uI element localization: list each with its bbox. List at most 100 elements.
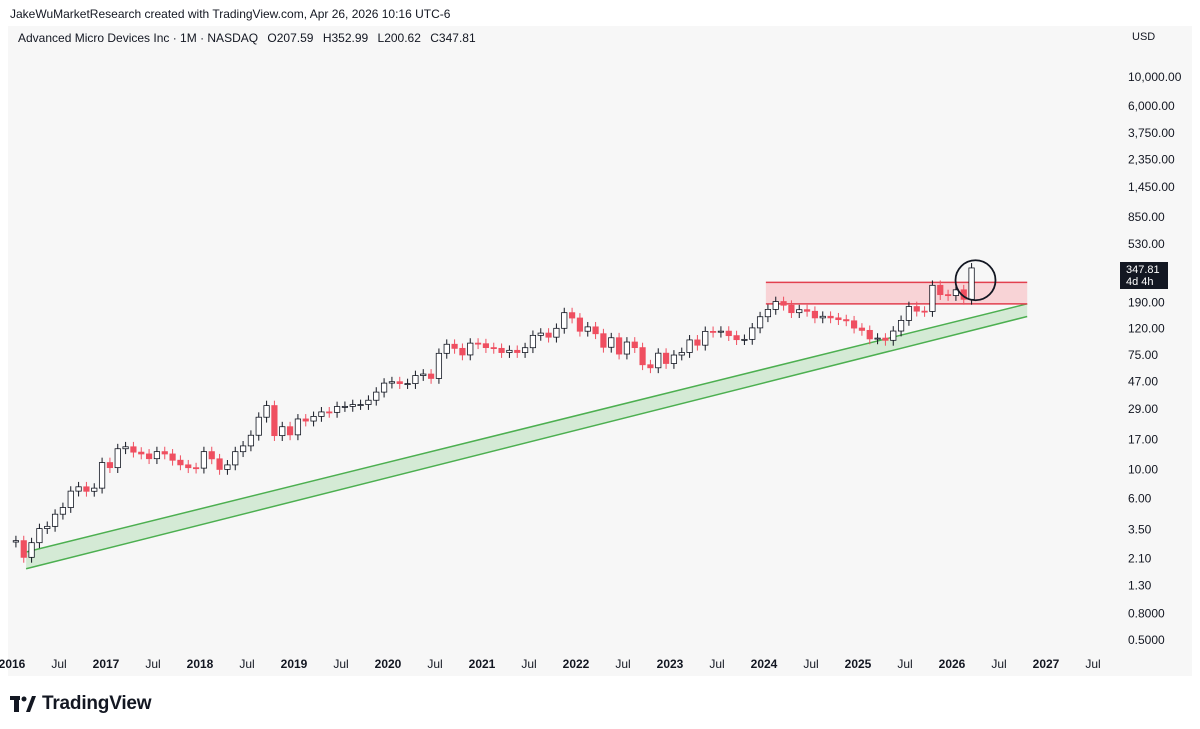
support-channel[interactable] bbox=[25, 303, 1028, 570]
candle bbox=[490, 342, 497, 354]
candle-body bbox=[28, 542, 35, 558]
candle bbox=[913, 301, 920, 317]
candle bbox=[459, 343, 466, 361]
candle-body bbox=[51, 513, 59, 527]
candle-body bbox=[435, 352, 443, 379]
price-tick-label: 0.8000 bbox=[1128, 606, 1165, 620]
candle bbox=[59, 502, 67, 520]
price-tick-label: 17.00 bbox=[1128, 433, 1158, 447]
symbol-name: Advanced Micro Devices Inc · 1M · NASDAQ bbox=[18, 31, 259, 45]
candle bbox=[28, 537, 35, 563]
candle-body bbox=[796, 309, 803, 314]
highlight-circle[interactable] bbox=[954, 259, 997, 302]
candle-body bbox=[890, 330, 897, 341]
time-tick-label: 2019 bbox=[281, 657, 308, 671]
candle bbox=[404, 378, 411, 389]
candle-body bbox=[647, 364, 654, 369]
candle bbox=[153, 446, 161, 465]
candle-body bbox=[929, 284, 936, 312]
candle bbox=[122, 441, 129, 455]
candle-body bbox=[615, 337, 623, 355]
candle bbox=[537, 328, 544, 341]
candle-body bbox=[921, 310, 928, 313]
candle bbox=[318, 407, 325, 422]
candle bbox=[568, 307, 576, 324]
time-tick-label: 2024 bbox=[751, 657, 778, 671]
time-tick-label: 2027 bbox=[1033, 657, 1060, 671]
candle-body bbox=[662, 352, 670, 364]
candle bbox=[67, 486, 74, 513]
candle-body bbox=[537, 332, 544, 336]
candle-body bbox=[200, 451, 208, 469]
candle bbox=[788, 300, 795, 319]
candle-body bbox=[490, 347, 497, 350]
candle bbox=[177, 455, 184, 471]
candle-body bbox=[749, 327, 756, 340]
time-tick-label: Jul bbox=[427, 657, 442, 671]
candle-body bbox=[866, 329, 873, 340]
price-tick-label: 75.00 bbox=[1128, 348, 1158, 362]
candle bbox=[623, 337, 631, 360]
candle-body bbox=[91, 487, 98, 492]
support-channel-upper-line[interactable] bbox=[25, 303, 1028, 553]
candle-body bbox=[913, 306, 920, 312]
candle bbox=[114, 443, 121, 473]
time-tick-label: Jul bbox=[615, 657, 630, 671]
candle-body bbox=[944, 294, 952, 297]
candle bbox=[373, 387, 380, 406]
candle-body bbox=[897, 320, 905, 332]
candle-body bbox=[772, 301, 779, 310]
candle bbox=[521, 342, 529, 358]
candle bbox=[388, 376, 396, 389]
price-tick-label: 2.10 bbox=[1128, 551, 1152, 565]
candle bbox=[968, 263, 975, 305]
candle-body bbox=[850, 320, 858, 329]
candle bbox=[702, 326, 709, 351]
time-tick-label: 2023 bbox=[657, 657, 684, 671]
candle-body bbox=[623, 341, 631, 355]
resistance-zone[interactable] bbox=[765, 281, 1028, 305]
candle bbox=[929, 280, 936, 317]
candle-body bbox=[514, 349, 521, 353]
candle bbox=[796, 304, 803, 319]
candle bbox=[396, 376, 403, 389]
candle-body bbox=[733, 335, 740, 341]
resistance-zone-fill bbox=[765, 282, 1028, 304]
price-tick-label: 1.30 bbox=[1128, 579, 1152, 593]
candle bbox=[36, 523, 43, 549]
candle-body bbox=[302, 418, 309, 422]
candle-body bbox=[968, 267, 975, 300]
candle-body bbox=[310, 416, 317, 422]
time-axis[interactable]: 2016 Jul 2017 Jul 2018 Jul 2019 Jul 2020 Jul 2021 J… bbox=[0, 657, 1101, 671]
candle bbox=[811, 306, 819, 324]
price-tick-label: 1,450.00 bbox=[1128, 180, 1175, 194]
candle bbox=[427, 369, 435, 384]
candle-body bbox=[145, 453, 153, 460]
candle-body bbox=[349, 404, 356, 407]
support-channel-lower-line[interactable] bbox=[25, 315, 1028, 570]
candle-body bbox=[521, 347, 529, 353]
time-tick-label: Jul bbox=[333, 657, 348, 671]
candle bbox=[592, 321, 599, 340]
candle-body bbox=[169, 453, 176, 461]
time-tick-label: Jul bbox=[991, 657, 1006, 671]
candle bbox=[584, 321, 591, 337]
candle bbox=[341, 401, 349, 412]
currency-label[interactable]: USD bbox=[1132, 31, 1156, 43]
highlight-circle-ring[interactable] bbox=[954, 259, 997, 302]
candle-body bbox=[404, 383, 411, 385]
price-tick-label: 10.00 bbox=[1128, 463, 1158, 477]
price-axis[interactable]: 10,000.00 6,000.00 3,750.00 2,350.00 1,450.0… bbox=[1128, 70, 1182, 647]
candle bbox=[827, 311, 834, 324]
chart-area[interactable] bbox=[8, 26, 1192, 676]
candle-body bbox=[75, 486, 82, 492]
candle-body bbox=[600, 333, 607, 348]
candle bbox=[890, 326, 897, 346]
candle-body bbox=[396, 381, 403, 384]
candle-body bbox=[239, 445, 247, 453]
candle-body bbox=[459, 347, 466, 356]
candle bbox=[733, 330, 740, 346]
candle-body bbox=[83, 486, 90, 492]
time-tick-label: 2022 bbox=[563, 657, 590, 671]
